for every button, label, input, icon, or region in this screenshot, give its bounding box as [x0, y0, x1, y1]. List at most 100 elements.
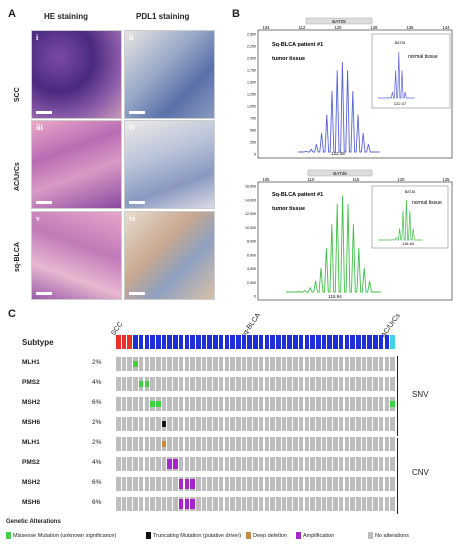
oncoprint-cell: [201, 497, 207, 511]
oncoprint-cell: [344, 437, 350, 451]
y-tick-label: 14,000: [245, 198, 256, 202]
oncoprint-grid: [116, 335, 396, 515]
oncoprint-cell: [213, 397, 218, 411]
oncoprint-cell: [338, 437, 344, 451]
row-label-sq-blca: sq-BLCA: [14, 242, 21, 272]
oncoprint-cell: [264, 397, 270, 411]
alteration-percent: 4%: [92, 459, 102, 466]
y-tick-label: 16,000: [245, 185, 256, 189]
subtype-cell: [327, 335, 332, 349]
oncoprint-cell: [224, 397, 230, 411]
oncoprint-cell: [138, 457, 144, 471]
oncoprint-cell: [116, 477, 121, 491]
x-tick-label: 105: [263, 177, 271, 182]
subtype-cell: [161, 335, 167, 349]
oncoprint-cell: [144, 437, 150, 451]
oncoprint-cell: [173, 477, 178, 491]
oncoprint-cell: [253, 397, 258, 411]
y-tick-label: 250: [250, 141, 256, 145]
oncoprint-cell: [287, 417, 292, 431]
subtype-cell: [196, 335, 201, 349]
alteration-missense: [138, 381, 144, 387]
oncoprint-cell: [287, 377, 292, 391]
oncoprint-cell: [161, 497, 167, 511]
oncoprint-cell: [230, 497, 235, 511]
oncoprint-cell: [361, 377, 367, 391]
oncoprint-cell: [178, 417, 184, 431]
oncoprint-cell: [367, 377, 372, 391]
oncoprint-cell: [344, 497, 350, 511]
oncoprint-cell: [241, 457, 247, 471]
oncoprint-cell: [321, 417, 327, 431]
oncoprint-cell: [367, 477, 372, 491]
oncoprint-cell: [384, 397, 390, 411]
oncoprint-cell: [156, 437, 161, 451]
subtype-cell: [184, 335, 190, 349]
legend-swatch: [246, 532, 251, 539]
oncoprint-cell: [321, 497, 327, 511]
top-x-ticks: 104 112 120 128 136 144: [263, 25, 451, 30]
oncoprint-cell: [293, 497, 298, 511]
oncoprint-cell: [201, 357, 207, 371]
oncoprint-cell: [116, 457, 121, 471]
oncoprint-cell: [236, 417, 241, 431]
subtype-cell: [253, 335, 258, 349]
oncoprint-cell: [390, 477, 395, 491]
micrograph-tag: iii: [36, 123, 43, 132]
oncoprint-cell: [350, 497, 355, 511]
oncoprint-cell: [184, 457, 190, 471]
oncoprint-cell: [316, 417, 321, 431]
oncoprint-cell: [116, 437, 121, 451]
y-tick-label: 10,000: [245, 226, 256, 230]
oncoprint-cell: [264, 437, 270, 451]
oncoprint-cell: [298, 417, 304, 431]
oncoprint-cell: [161, 457, 167, 471]
alteration-percent: 2%: [92, 439, 102, 446]
oncoprint-cell: [293, 477, 298, 491]
micrograph-tag: i: [36, 33, 39, 42]
subtype-cell: [321, 335, 327, 349]
oncoprint-cell: [150, 357, 155, 371]
micrograph-tag: iv: [129, 123, 136, 132]
oncoprint-cell: [310, 357, 315, 371]
bottom-inset-marker: BAT26: [405, 190, 415, 194]
oncoprint-cell: [218, 437, 224, 451]
oncoprint-cell: [253, 357, 258, 371]
oncoprint-cell: [167, 477, 172, 491]
oncoprint-cell: [247, 357, 252, 371]
y-tick-label: 8,000: [247, 240, 256, 244]
oncoprint-cell: [378, 437, 384, 451]
oncoprint-cell: [241, 397, 247, 411]
oncoprint-cell: [127, 417, 132, 431]
oncoprint-cell: [264, 497, 270, 511]
oncoprint-cell: [321, 457, 327, 471]
oncoprint-cell: [173, 377, 178, 391]
micrograph-tag: ii: [129, 33, 134, 42]
micrograph-pdl1-ac-urcs: iv: [124, 120, 215, 209]
oncoprint-cell: [133, 437, 138, 451]
top-title: Sq-BLCA patient #1: [272, 42, 323, 48]
oncoprint-cell: [156, 497, 161, 511]
oncoprint-cell: [167, 397, 172, 411]
oncoprint-cell: [390, 377, 395, 391]
legend-swatch: [6, 532, 11, 539]
oncoprint-cell: [350, 377, 355, 391]
oncoprint-cell: [310, 477, 315, 491]
oncoprint-cell: [173, 397, 178, 411]
oncoprint-cell: [378, 377, 384, 391]
oncoprint-cell: [247, 437, 252, 451]
oncoprint-cell: [264, 477, 270, 491]
oncoprint-cell: [378, 497, 384, 511]
oncoprint-cell: [361, 477, 367, 491]
oncoprint-cell: [116, 357, 121, 371]
subtype-cell: [127, 335, 132, 349]
oncoprint-cell: [121, 397, 127, 411]
oncoprint-cell: [350, 417, 355, 431]
oncoprint-cell: [264, 377, 270, 391]
oncoprint-cell: [173, 437, 178, 451]
oncoprint-cell: [310, 417, 315, 431]
legend-swatch: [146, 532, 151, 539]
oncoprint-cell: [201, 417, 207, 431]
oncoprint-cell: [247, 477, 252, 491]
oncoprint-cell: [333, 437, 338, 451]
